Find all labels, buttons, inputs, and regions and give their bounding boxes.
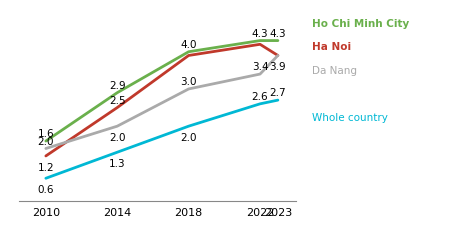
Text: 2.7: 2.7 [269,88,286,98]
Text: 4.0: 4.0 [180,40,197,50]
Text: Da Nang: Da Nang [312,66,357,76]
Text: 2.5: 2.5 [109,96,125,106]
Text: 3.0: 3.0 [180,77,197,87]
Text: 3.9: 3.9 [269,62,286,72]
Text: 4.3: 4.3 [251,29,268,39]
Text: Ho Chi Minh City: Ho Chi Minh City [312,19,409,29]
Text: 2.0: 2.0 [38,137,54,147]
Text: Ha Noi: Ha Noi [312,42,351,52]
Text: 2.0: 2.0 [180,133,197,143]
Text: 1.2: 1.2 [38,163,54,173]
Text: 1.6: 1.6 [38,129,54,139]
Text: 2.6: 2.6 [251,92,268,102]
Text: 4.3: 4.3 [269,29,286,39]
Text: 0.6: 0.6 [38,185,54,195]
Text: Whole country: Whole country [312,113,387,123]
Text: 1.3: 1.3 [109,159,125,169]
Text: 2.0: 2.0 [109,133,125,143]
Text: 2.9: 2.9 [109,81,125,91]
Text: 3.4: 3.4 [251,62,268,72]
